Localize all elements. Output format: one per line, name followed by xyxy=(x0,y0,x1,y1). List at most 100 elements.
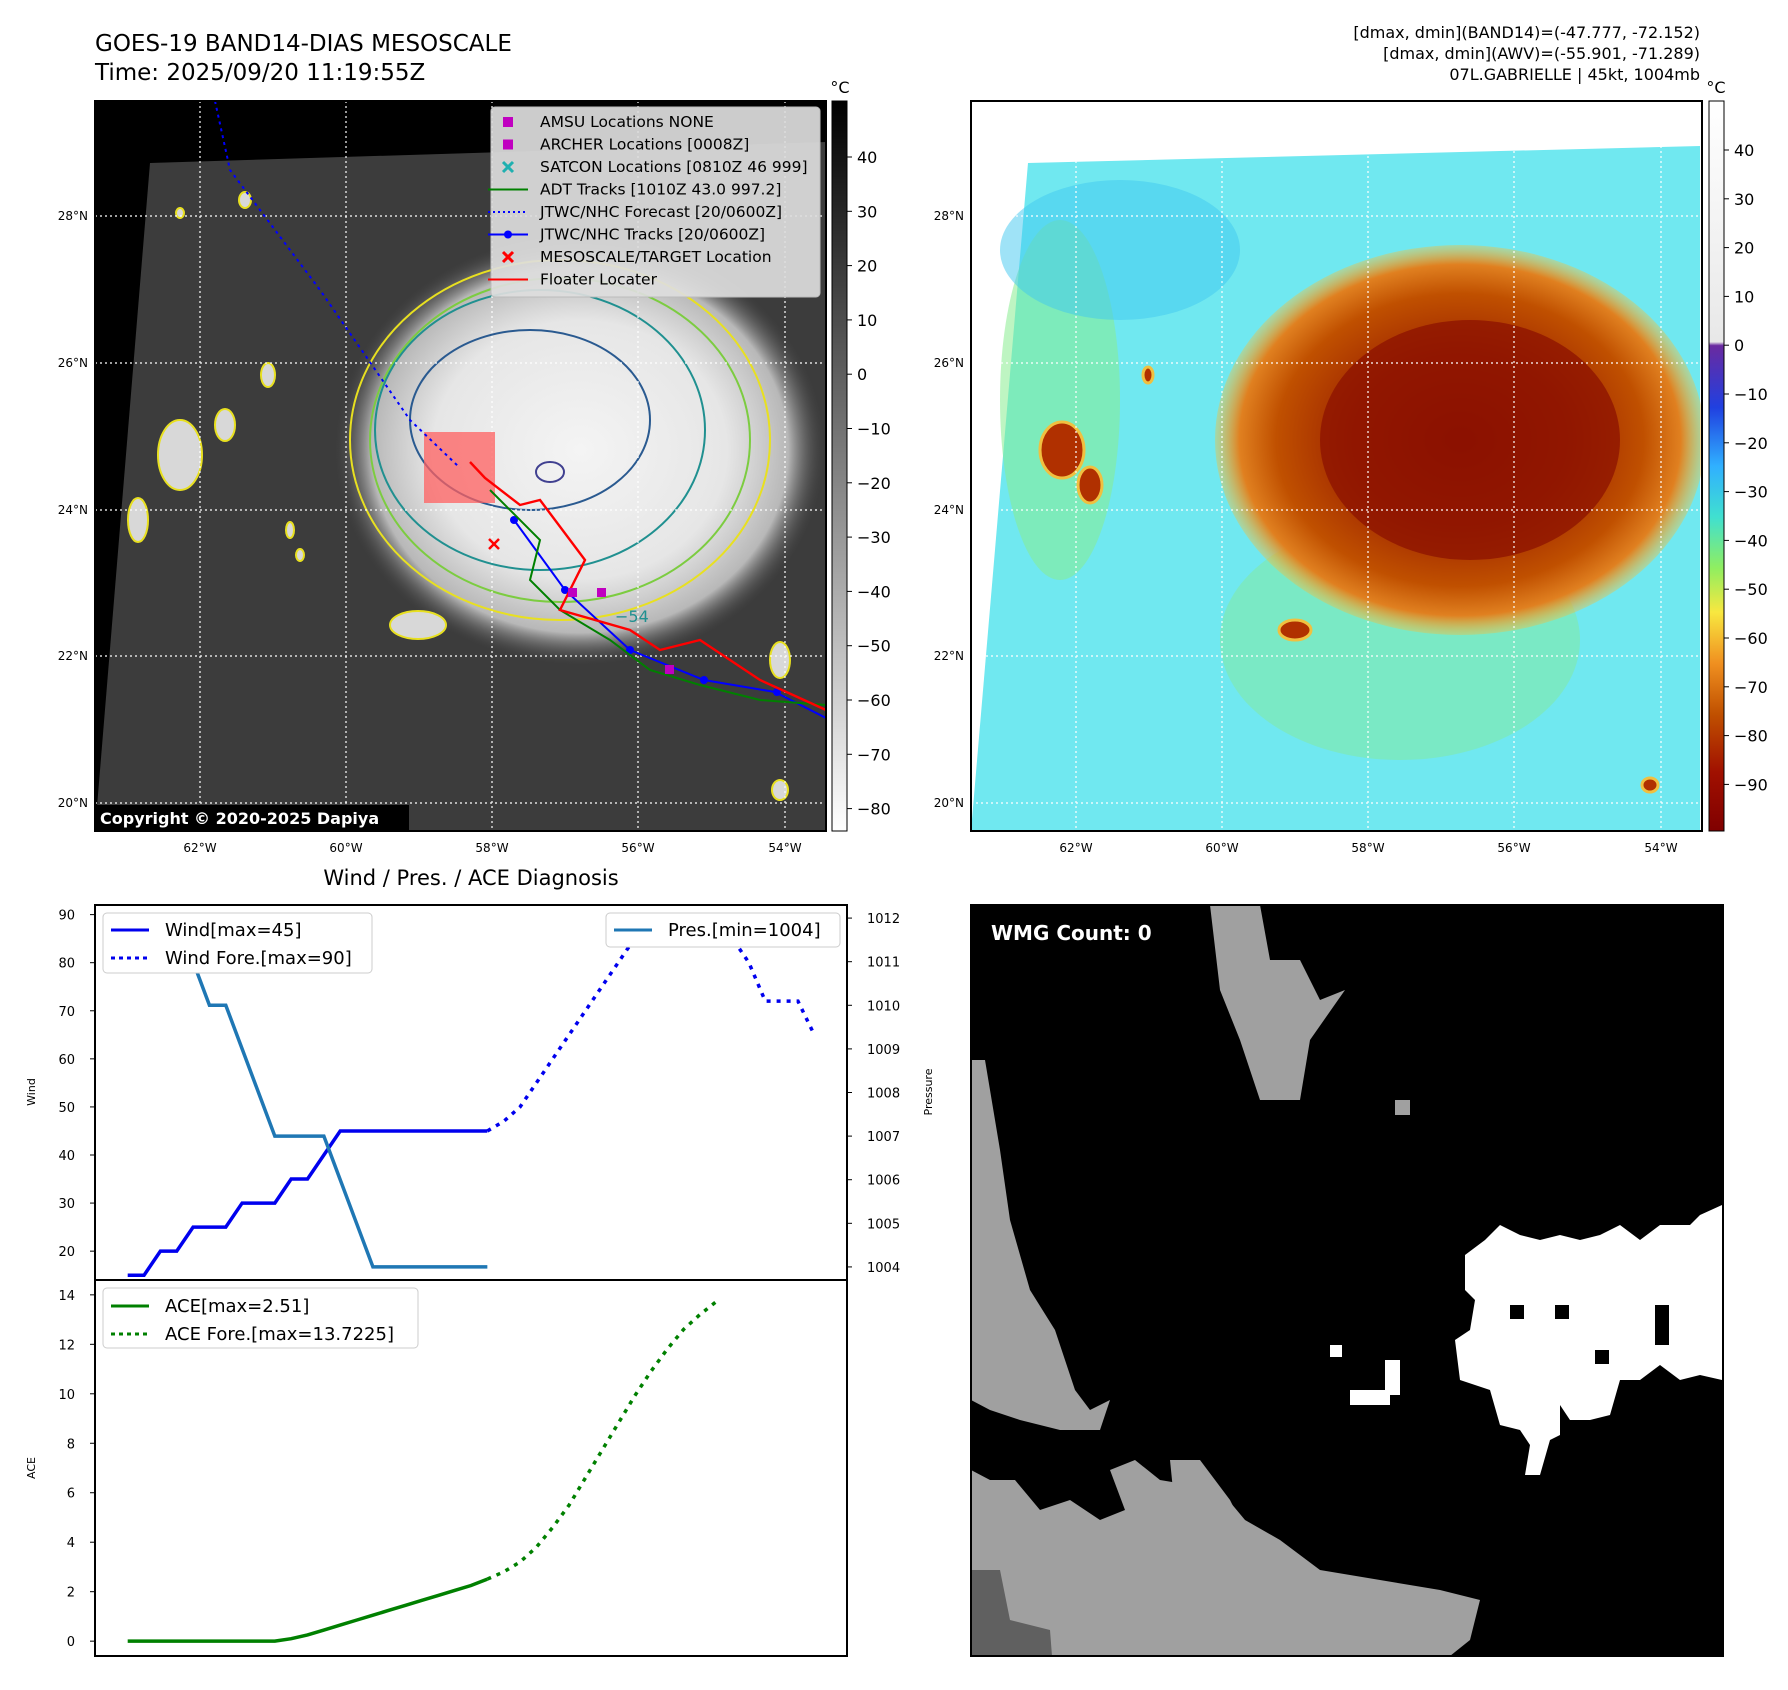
forecast-track xyxy=(214,101,461,469)
y2-tick-label: 1012 xyxy=(867,912,900,927)
ace-yticks: 0 2 4 6 8 10 12 14 xyxy=(58,1289,95,1650)
legend-wind-label: Wind[max=45] xyxy=(165,920,302,941)
y-tick-label: 30 xyxy=(58,1197,75,1212)
legend-label: JTWC/NHC Forecast [20/0600Z] xyxy=(539,203,782,221)
wmg-gray-regions xyxy=(971,905,1480,1656)
y-tick-label: 80 xyxy=(58,957,75,972)
colorbar-tick-label: 40 xyxy=(1734,141,1754,160)
adt-track xyxy=(489,489,826,706)
y-tick-label: 4 xyxy=(67,1536,75,1551)
legend-label: ADT Tracks [1010Z 43.0 997.2] xyxy=(540,181,781,199)
ir-panel: −54 AMSU Locations NONE ARCHER Locations … xyxy=(94,100,827,832)
y2-tick-label: 1004 xyxy=(867,1261,900,1276)
ir-lon-label: 62°W xyxy=(183,841,216,855)
awv-lon-label: 54°W xyxy=(1644,841,1677,855)
colorbar-tick-label: −90 xyxy=(1734,775,1768,794)
legend-label: JTWC/NHC Tracks [20/0600Z] xyxy=(539,226,765,244)
colorbar-tick-label: −40 xyxy=(857,582,891,601)
ir-lon-labels: 62°W 60°W 58°W 56°W 54°W xyxy=(183,841,801,855)
awv-gridlines xyxy=(971,101,1702,831)
legend-marker xyxy=(501,160,515,174)
y2-tick-label: 1009 xyxy=(867,1043,900,1058)
series-line xyxy=(127,1577,488,1643)
y2-tick-label: 1008 xyxy=(867,1087,900,1102)
awv-lon-label: 56°W xyxy=(1497,841,1530,855)
ir-lat-label: 28°N xyxy=(58,209,88,223)
colorbar-tick-label: 40 xyxy=(857,148,877,167)
legend-marker xyxy=(503,139,513,150)
ir-colorbar: °C 40 30 20 10 0 −10 −20 −30 −40 −50 −60 −70 −80 xyxy=(830,78,891,832)
y-tick-label: 8 xyxy=(67,1437,75,1452)
y-tick-label: 90 xyxy=(58,909,75,924)
time-label: Time: 2025/09/20 11:19:55Z xyxy=(94,60,425,86)
ir-lat-label: 22°N xyxy=(58,649,88,663)
info-awv: [dmax, dmin](AWV)=(-55.901, -71.289) xyxy=(1383,44,1700,63)
floater-locater xyxy=(469,461,826,712)
pres-yticks: 1004 1005 1006 1007 1008 1009 1010 1011 1012 xyxy=(847,912,900,1276)
y-tick-label: 10 xyxy=(58,1388,75,1403)
legend-pres-label: Pres.[min=1004] xyxy=(668,920,821,941)
wmg-dark-region xyxy=(971,1570,1052,1656)
legend-label: ARCHER Locations [0008Z] xyxy=(540,136,749,154)
awv-lat-labels: 28°N 26°N 24°N 22°N 20°N xyxy=(934,209,964,810)
y2-tick-label: 1010 xyxy=(867,999,900,1014)
awv-lon-label: 62°W xyxy=(1059,841,1092,855)
colorbar-tick-label: 10 xyxy=(1734,287,1754,306)
awv-lon-label: 60°W xyxy=(1205,841,1238,855)
colorbar-tick-label: 0 xyxy=(1734,336,1744,355)
ir-lon-label: 60°W xyxy=(329,841,362,855)
copyright-label: Copyright © 2020-2025 Dapiya xyxy=(100,809,379,828)
colorbar-tick-label: −60 xyxy=(1734,629,1768,648)
colorbar-tick-label: −70 xyxy=(1734,678,1768,697)
ace-axis-label: ACE xyxy=(25,1457,38,1479)
storm-cloud-mass xyxy=(335,235,825,665)
awv-colorbar-unit: °C xyxy=(1706,78,1725,97)
legend-label: SATCON Locations [0810Z 46 999] xyxy=(540,158,808,176)
awv-panel xyxy=(970,100,1703,832)
mesoscale-target-box xyxy=(424,432,495,503)
colorbar-tick-label: 20 xyxy=(1734,239,1754,258)
contour-label: −54 xyxy=(615,607,649,626)
wmg-white-regions xyxy=(1330,1205,1722,1475)
colorbar-tick-label: −10 xyxy=(1734,385,1768,404)
colorbar-tick-label: −30 xyxy=(857,528,891,547)
ir-lat-label: 24°N xyxy=(58,503,88,517)
colorbar-tick-label: −20 xyxy=(857,474,891,493)
colorbar-tick-label: −70 xyxy=(857,745,891,764)
y-tick-label: 50 xyxy=(58,1101,75,1116)
colorbar-tick-label: −20 xyxy=(1734,434,1768,453)
ir-lon-label: 56°W xyxy=(621,841,654,855)
colorbar-tick-label: −50 xyxy=(1734,580,1768,599)
ir-lat-label: 26°N xyxy=(58,356,88,370)
ace-legend: ACE[max=2.51] ACE Fore.[max=13.7225] xyxy=(102,1287,419,1349)
awv-lat-label: 26°N xyxy=(934,356,964,370)
awv-lon-label: 58°W xyxy=(1351,841,1384,855)
colorbar-tick-label: 10 xyxy=(857,311,877,330)
colorbar-tick-label: 0 xyxy=(857,365,867,384)
wmg-count-label: WMG Count: 0 xyxy=(991,921,1152,945)
colorbar-tick-label: −80 xyxy=(857,800,891,819)
diag-title: Wind / Pres. / ACE Diagnosis xyxy=(323,866,618,890)
y-tick-label: 70 xyxy=(58,1005,75,1020)
ir-lat-label: 20°N xyxy=(58,796,88,810)
ir-lon-label: 58°W xyxy=(475,841,508,855)
y-tick-label: 40 xyxy=(58,1149,75,1164)
awv-lat-label: 24°N xyxy=(934,503,964,517)
awv-lat-label: 28°N xyxy=(934,209,964,223)
colorbar-tick-label: 30 xyxy=(857,202,877,221)
y-tick-label: 14 xyxy=(58,1289,75,1304)
colorbar-tick-label: 30 xyxy=(1734,190,1754,209)
y-tick-label: 2 xyxy=(67,1586,75,1601)
legend-ace-fore-label: ACE Fore.[max=13.7225] xyxy=(165,1324,394,1345)
y-tick-label: 20 xyxy=(58,1245,75,1260)
awv-lon-labels: 62°W 60°W 58°W 56°W 54°W xyxy=(1059,841,1677,855)
main-title: GOES-19 BAND14-DIAS MESOSCALE xyxy=(95,31,512,57)
awv-colorbar: °C 40 30 20 10 0 −10 −20 −30 −40 −50 −60 −70 −80 −90 xyxy=(1706,78,1768,832)
y2-tick-label: 1005 xyxy=(867,1217,900,1232)
colorbar-tick-label: −80 xyxy=(1734,727,1768,746)
legend-label: MESOSCALE/TARGET Location xyxy=(540,248,772,266)
colorbar-tick-label: −40 xyxy=(1734,531,1768,550)
legend-marker xyxy=(503,117,513,127)
